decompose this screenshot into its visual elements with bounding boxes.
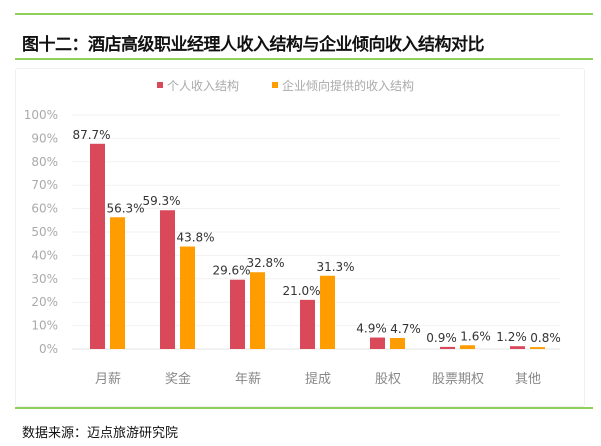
y-tick-label: 60% [31, 202, 58, 216]
bar-personal [160, 210, 175, 349]
data-label: 32.8% [246, 256, 284, 270]
data-label: 1.2% [496, 330, 527, 344]
y-tick-label: 30% [31, 272, 58, 286]
legend-label: 企业倾向提供的收入结构 [282, 78, 414, 93]
x-tick-label: 年薪 [235, 372, 261, 387]
y-tick-label: 80% [31, 155, 58, 169]
y-tick-label: 100% [24, 108, 58, 122]
bar-enterprise [390, 338, 405, 349]
legend-swatch [157, 82, 163, 88]
y-tick-label: 10% [31, 319, 58, 333]
data-label: 0.9% [426, 331, 457, 345]
bar-enterprise [530, 347, 545, 349]
y-tick-label: 20% [31, 295, 58, 309]
x-tick-label: 提成 [305, 371, 331, 387]
legend-label: 个人收入结构 [167, 78, 239, 93]
x-tick-label: 其他 [515, 372, 541, 387]
title-divider [15, 58, 593, 60]
data-label: 31.3% [316, 260, 354, 274]
bar-personal [230, 279, 245, 349]
y-tick-label: 70% [31, 178, 58, 192]
data-label: 29.6% [212, 264, 250, 278]
bar-enterprise [180, 246, 195, 349]
x-tick-label: 奖金 [165, 371, 191, 387]
bar-enterprise [320, 275, 335, 349]
data-source: 数据来源：迈点旅游研究院 [22, 426, 179, 441]
bar-personal [300, 299, 315, 349]
x-tick-label: 月薪 [95, 372, 121, 387]
data-label: 0.8% [530, 331, 561, 345]
x-tick-label: 股权 [375, 371, 401, 387]
bar-personal [370, 337, 385, 349]
legend-swatch [272, 82, 278, 88]
y-tick-label: 50% [31, 225, 58, 239]
y-tick-label: 40% [31, 248, 58, 262]
y-tick-label: 0% [39, 342, 58, 356]
y-tick-label: 90% [31, 131, 58, 145]
bar-enterprise [110, 217, 125, 349]
data-label: 4.9% [356, 322, 387, 336]
data-label: 59.3% [142, 194, 180, 208]
data-label: 87.7% [72, 128, 110, 142]
data-label: 21.0% [282, 284, 320, 298]
data-label: 1.6% [460, 329, 491, 343]
chart-title: 图十二：酒店高级职业经理人收入结构与企业倾向收入结构对比 [22, 35, 485, 55]
bar-personal [90, 143, 105, 349]
bar-enterprise [460, 345, 475, 349]
data-label: 56.3% [106, 201, 144, 215]
x-tick-label: 股票期权 [432, 371, 484, 387]
bar-enterprise [250, 272, 265, 349]
bar-personal [510, 346, 525, 349]
data-label: 43.8% [176, 231, 214, 245]
data-label: 4.7% [390, 322, 421, 336]
bar-personal [440, 346, 455, 349]
bottom-divider [15, 407, 593, 409]
top-divider [15, 13, 593, 15]
